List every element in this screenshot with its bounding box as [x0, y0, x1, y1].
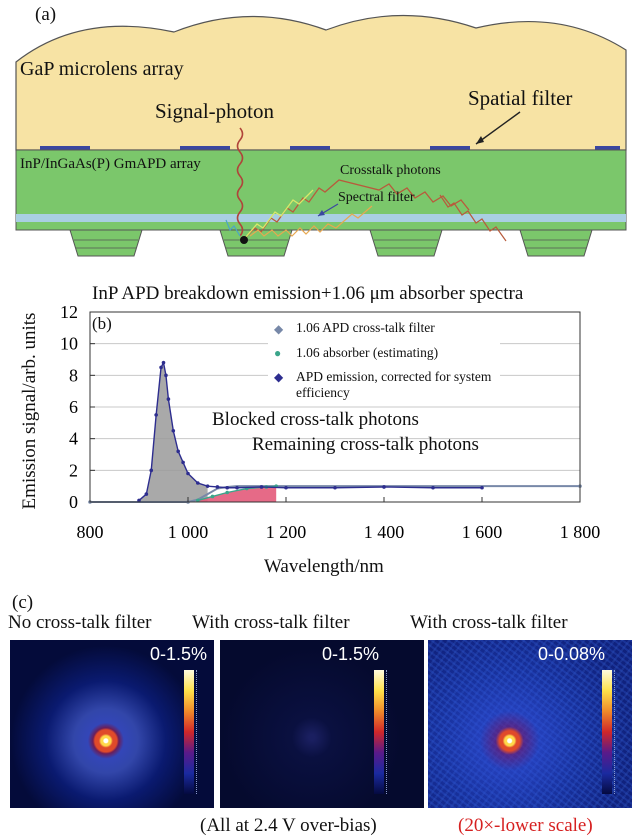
apd-mesas — [69, 229, 593, 257]
x-axis-label: Wavelength/nm — [264, 556, 384, 577]
panel-c-footer: (All at 2.4 V over-bias) — [200, 815, 377, 836]
crosstalk-image-lower-scale — [428, 640, 632, 808]
x-tick-label: 1 800 — [560, 522, 601, 542]
annotation-blocked: Blocked cross-talk photons — [212, 409, 419, 430]
scale-label-3: 0-0.08% — [538, 644, 606, 664]
data-point — [161, 360, 166, 365]
y-tick-label: 10 — [60, 334, 78, 354]
scale-label-1: 0-1.5% — [150, 644, 208, 664]
scale-label-2: 0-1.5% — [322, 644, 380, 664]
data-point — [181, 460, 185, 465]
data-point — [186, 471, 190, 476]
legend-marker-1: ◆ — [274, 322, 284, 336]
legend-label-1: 1.06 APD cross-talk filter — [296, 320, 435, 335]
y-tick-label: 4 — [69, 429, 78, 449]
colorbar-2-ticks — [386, 670, 401, 794]
data-point — [144, 492, 149, 496]
colorbar-3 — [602, 670, 612, 794]
crosstalk-image-no-filter — [10, 640, 214, 808]
annotation-remaining: Remaining cross-talk photons — [252, 434, 479, 455]
data-point — [137, 498, 141, 503]
data-point — [225, 490, 229, 495]
spectral-filter-stripe — [16, 214, 626, 222]
x-tick-label: 1 000 — [168, 522, 209, 542]
crosstalk-photon-path-4 — [225, 219, 241, 237]
colorbar-2 — [374, 670, 384, 794]
data-point — [176, 449, 180, 454]
data-point — [149, 468, 154, 473]
panel-c-title-1: No cross-talk filter — [8, 612, 152, 633]
microlens-array-shape — [15, 14, 627, 151]
data-point — [166, 397, 171, 401]
signal-photon-path — [236, 127, 244, 237]
data-point — [164, 373, 168, 378]
spatial-filter-label: Spatial filter — [468, 86, 573, 110]
crosstalk-photon-path-2 — [244, 189, 314, 239]
data-point — [215, 485, 220, 489]
x-tick-label: 1 200 — [266, 522, 307, 542]
data-point — [196, 481, 200, 485]
data-point — [154, 413, 158, 417]
y-tick-label: 8 — [69, 365, 78, 385]
data-point — [210, 494, 215, 499]
crosstalk-photon-path-5 — [439, 194, 507, 242]
x-tick-label: 1 600 — [462, 522, 503, 542]
data-point — [196, 498, 200, 503]
chart-legend: ◆ 1.06 APD cross-talk filter ● 1.06 abso… — [268, 318, 500, 402]
spatial-filter-bars — [40, 146, 620, 151]
apd-array-label: InP/InGaAs(P) GmAPD array — [20, 156, 201, 172]
y-tick-label: 2 — [69, 460, 78, 480]
data-point — [225, 485, 229, 490]
crosstalk-photons-label: Crosstalk photons — [340, 163, 441, 178]
data-point — [259, 485, 264, 489]
data-point — [480, 485, 484, 490]
x-tick-label: 1 400 — [364, 522, 405, 542]
remaining-region-fill — [197, 486, 277, 502]
crosstalk-image-with-filter — [220, 640, 424, 808]
colorbar-1-ticks — [196, 670, 211, 794]
legend-label-3: APD emission, corrected for system effic… — [296, 369, 492, 400]
spectral-filter-label: Spectral filter — [338, 190, 415, 205]
spatial-filter-arrow — [475, 111, 521, 145]
microlens-label: GaP microlens array — [20, 58, 184, 80]
crosstalk-photon-path-3 — [249, 205, 373, 237]
x-tick-label: 800 — [77, 522, 104, 542]
signal-photon-label: Signal-photon — [155, 99, 274, 123]
crosstalk-photon-path-1 — [244, 179, 470, 239]
data-point — [159, 365, 163, 370]
panel-c-title-3: With cross-talk filter — [410, 612, 568, 633]
photon-absorption-dot — [240, 236, 248, 244]
data-point — [205, 484, 210, 488]
plot-frame — [89, 311, 581, 503]
colorbar-3-ticks — [614, 670, 629, 794]
panel-c-label: (c) — [12, 592, 34, 613]
data-point — [333, 485, 337, 490]
colorbar-1 — [184, 670, 194, 794]
y-tick-label: 12 — [60, 302, 78, 322]
panel-c-footer-red: (20×-lower scale) — [458, 815, 593, 836]
y-tick-label: 6 — [69, 397, 78, 417]
data-point — [382, 485, 386, 489]
legend-marker-3: ◆ — [274, 370, 284, 384]
legend-marker-2: ● — [274, 346, 282, 360]
panel-b-label: (b) — [92, 314, 112, 333]
device-cross-section — [15, 14, 627, 257]
data-point — [235, 485, 239, 490]
panel-a-label: (a) — [35, 4, 57, 25]
data-point — [171, 428, 176, 433]
legend-label-2: 1.06 absorber (estimating) — [296, 345, 439, 360]
panel-c-title-2: With cross-talk filter — [192, 612, 350, 633]
data-point — [284, 485, 288, 490]
data-point — [431, 485, 435, 490]
y-tick-label: 0 — [69, 492, 78, 512]
chart-title: InP APD breakdown emission+1.06 μm absor… — [92, 283, 524, 304]
